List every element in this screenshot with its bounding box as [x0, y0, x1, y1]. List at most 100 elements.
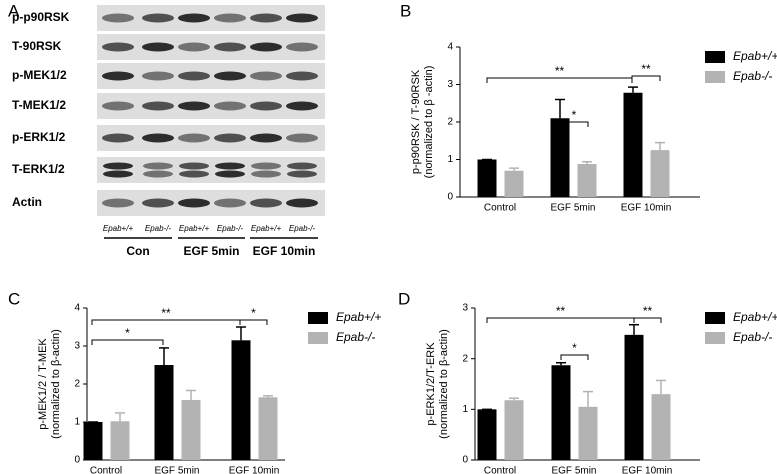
blot-band [102, 198, 134, 208]
blot-band [143, 170, 173, 178]
lane-label: Epab-/- [145, 224, 172, 233]
blot-band [178, 101, 210, 111]
blot-band [215, 162, 245, 170]
blot-row-label: p-ERK1/2 [12, 130, 66, 144]
y-axis-label-line: (normalized to β -actin) [423, 66, 435, 179]
lane-label: Epab-/- [289, 224, 316, 233]
legend-swatch [705, 51, 725, 63]
bar [181, 399, 201, 460]
blot-band [251, 162, 281, 170]
y-axis-label-line: p-ERK1/2/T-ERK [425, 342, 437, 426]
significance-bracket [633, 317, 662, 323]
blot-band [214, 101, 246, 111]
bar [623, 92, 643, 197]
blot-band [251, 170, 281, 178]
blot-band [179, 162, 209, 170]
x-tick-label: EGF 10min [622, 466, 673, 474]
y-tick-label: 4 [447, 42, 453, 53]
legend-label: Epab+/+ [733, 310, 777, 324]
y-tick-label: 2 [447, 117, 453, 128]
y-tick-label: 0 [447, 192, 453, 203]
blot-band [102, 133, 134, 143]
y-axis-label-line: (normalized to β-actin) [438, 329, 450, 439]
significance-bracket [239, 319, 268, 325]
blot-band [214, 71, 246, 81]
blot-band [142, 13, 174, 23]
y-axis-label-line: p-p90RSK / T-90RSK [410, 69, 422, 174]
x-tick-label: Control [90, 466, 122, 474]
legend-label: Epab-/- [336, 330, 375, 344]
blot-row-label: T-90RSK [12, 39, 62, 53]
y-tick-label: 3 [447, 79, 453, 90]
significance-label: ** [161, 306, 171, 320]
bar [651, 394, 671, 460]
blot-band [286, 101, 318, 111]
blot-band [178, 198, 210, 208]
x-tick-label: EGF 10min [621, 203, 672, 214]
legend-swatch [705, 71, 725, 83]
bar [83, 422, 103, 460]
blot-band [142, 42, 174, 52]
panel-label: D [398, 289, 410, 308]
significance-label: ** [641, 62, 651, 76]
bar [504, 170, 524, 197]
blot-band [142, 101, 174, 111]
y-tick-label: 1 [447, 154, 453, 165]
blot-band [287, 170, 317, 178]
blot-band [102, 71, 134, 81]
blot-band [142, 133, 174, 143]
group-label: EGF 10min [253, 244, 316, 258]
blot-band [102, 13, 134, 23]
y-axis-label-line: p-MEK1/2 / T-MEK [37, 338, 49, 430]
y-tick-label: 2 [462, 353, 468, 364]
panel-label: B [400, 1, 411, 20]
blot-row-label: p-MEK1/2 [12, 68, 67, 82]
blot-band [214, 198, 246, 208]
significance-label: ** [643, 304, 653, 318]
bar [650, 150, 670, 197]
blot-band [178, 42, 210, 52]
bar [258, 397, 278, 460]
significance-bracket [486, 317, 635, 323]
significance-label: ** [555, 64, 565, 78]
blot-band [178, 71, 210, 81]
y-tick-label: 0 [74, 455, 80, 466]
bar [110, 421, 130, 460]
x-tick-label: Control [484, 203, 516, 214]
significance-bracket [631, 75, 661, 81]
blot-row-label: T-MEK1/2 [12, 98, 66, 112]
y-axis-label: p-ERK1/2/T-ERK(normalized to β-actin) [425, 329, 450, 439]
blot-strip [97, 157, 325, 183]
legend-swatch [705, 312, 725, 324]
blot-band [143, 162, 173, 170]
lane-label: Epab+/+ [103, 224, 134, 233]
legend-label: Epab+/+ [336, 310, 381, 324]
x-tick-label: EGF 5min [154, 466, 199, 474]
x-tick-label: EGF 5min [550, 203, 595, 214]
blot-row-label: p-p90RSK [12, 10, 70, 24]
blot-row-label: Actin [12, 195, 42, 209]
y-axis-label: p-p90RSK / T-90RSK(normalized to β -acti… [410, 66, 435, 179]
bar [624, 334, 644, 460]
significance-label: * [572, 341, 577, 355]
blot-band [286, 198, 318, 208]
x-tick-label: EGF 10min [229, 466, 280, 474]
y-tick-label: 1 [74, 417, 80, 428]
panel-label: C [8, 289, 20, 308]
bar [551, 365, 571, 460]
legend-swatch [308, 312, 328, 324]
significance-label: * [125, 326, 130, 340]
blot-band [250, 198, 282, 208]
group-label: Con [126, 244, 149, 258]
blot-band [250, 13, 282, 23]
legend-swatch [308, 332, 328, 344]
legend-label: Epab-/- [733, 69, 772, 83]
y-tick-label: 2 [74, 379, 80, 390]
blot-band [103, 162, 133, 170]
blot-band [250, 71, 282, 81]
significance-bracket [91, 339, 164, 345]
bar [577, 164, 597, 197]
group-label: EGF 5min [183, 244, 239, 258]
y-tick-label: 0 [462, 455, 468, 466]
